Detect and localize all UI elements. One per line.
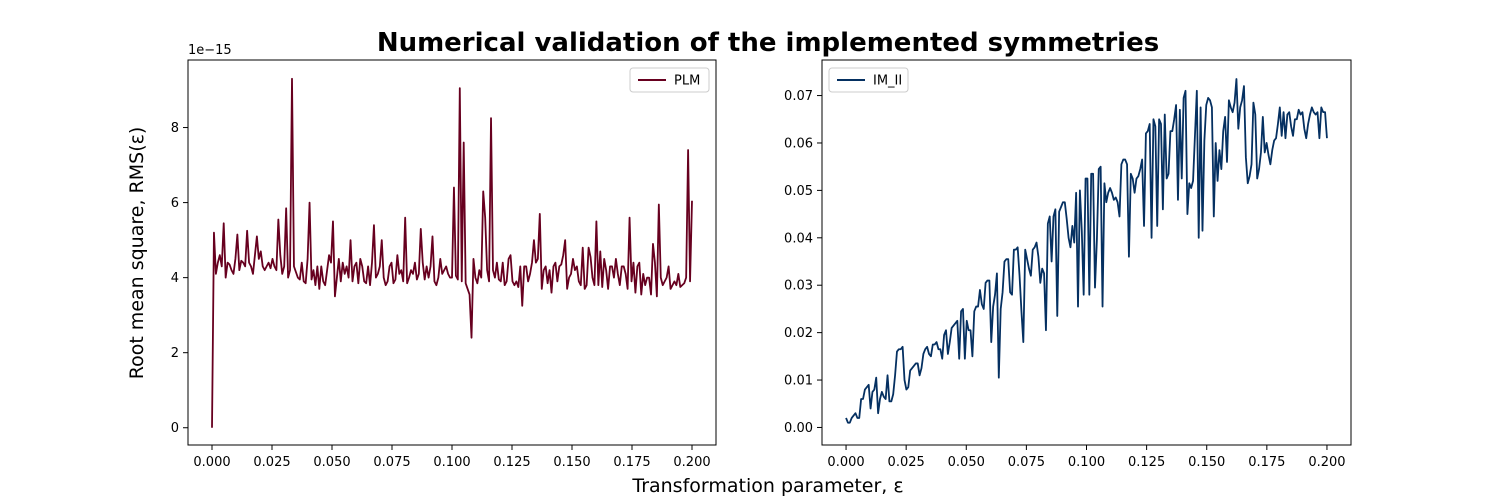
- x-tick-label: 0.000: [193, 455, 230, 470]
- y-tick-label: 0.02: [784, 326, 813, 341]
- y-tick-label: 0.00: [784, 421, 813, 436]
- figure-xlabel: Transformation parameter, ε: [631, 475, 903, 497]
- y-tick-label: 2: [171, 346, 179, 361]
- x-tick-label: 0.175: [1248, 455, 1285, 470]
- left-chart-panel: 0.000 0.025 0.050 0.075 0.100 0.125 0.150 0.175…: [171, 43, 717, 470]
- x-tick-label: 0.100: [433, 455, 470, 470]
- axes-frame-1: [821, 59, 1352, 446]
- x-tick-label: 0.050: [948, 455, 985, 470]
- y-tick-label: 8: [171, 121, 179, 136]
- x-tick-label: 0.200: [1308, 455, 1345, 470]
- y-tick-label: 0: [171, 421, 179, 436]
- y-tick-label: 0.04: [784, 231, 813, 246]
- legend-box: [629, 67, 710, 93]
- y-tick-label: 0.01: [784, 374, 813, 389]
- x-tick-label: 0.150: [1188, 455, 1225, 470]
- y-tick-label: 4: [171, 271, 179, 286]
- y-tick-label: 0.05: [784, 184, 813, 199]
- series-line-PLM: [211, 77, 693, 428]
- legend: PLM: [629, 67, 710, 93]
- y-tick-label: 6: [171, 196, 179, 211]
- x-tick-label: 0.075: [373, 455, 410, 470]
- y-offset-label: 1e−15: [188, 43, 232, 58]
- figure-title: Numerical validation of the implemented …: [377, 28, 1159, 58]
- x-tick-label: 0.000: [827, 455, 864, 470]
- y-tick-label: 0.03: [784, 279, 813, 294]
- figure-ylabel: Root mean square, RMS(ε): [126, 127, 148, 380]
- legend-label: PLM: [674, 74, 700, 89]
- x-tick-label: 0.050: [313, 455, 350, 470]
- legend-label: IM_II: [873, 74, 902, 89]
- x-tick-label: 0.150: [553, 455, 590, 470]
- legend-box: [828, 67, 909, 93]
- y-tick-label: 0.07: [784, 89, 813, 104]
- x-tick-label: 0.075: [1008, 455, 1045, 470]
- right-chart-panel: 0.000 0.025 0.050 0.075 0.100 0.125 0.150 0.175…: [784, 59, 1352, 470]
- x-tick-label: 0.025: [888, 455, 925, 470]
- legend: IM_II: [828, 67, 909, 93]
- x-tick-label: 0.175: [613, 455, 650, 470]
- x-tick-label: 0.100: [1068, 455, 1105, 470]
- x-tick-label: 0.025: [253, 455, 290, 470]
- series-line-IM_II: [845, 78, 1328, 424]
- x-tick-label: 0.125: [493, 455, 530, 470]
- x-tick-label: 0.125: [1128, 455, 1165, 470]
- y-tick-label: 0.06: [784, 136, 813, 151]
- x-tick-label: 0.200: [673, 455, 710, 470]
